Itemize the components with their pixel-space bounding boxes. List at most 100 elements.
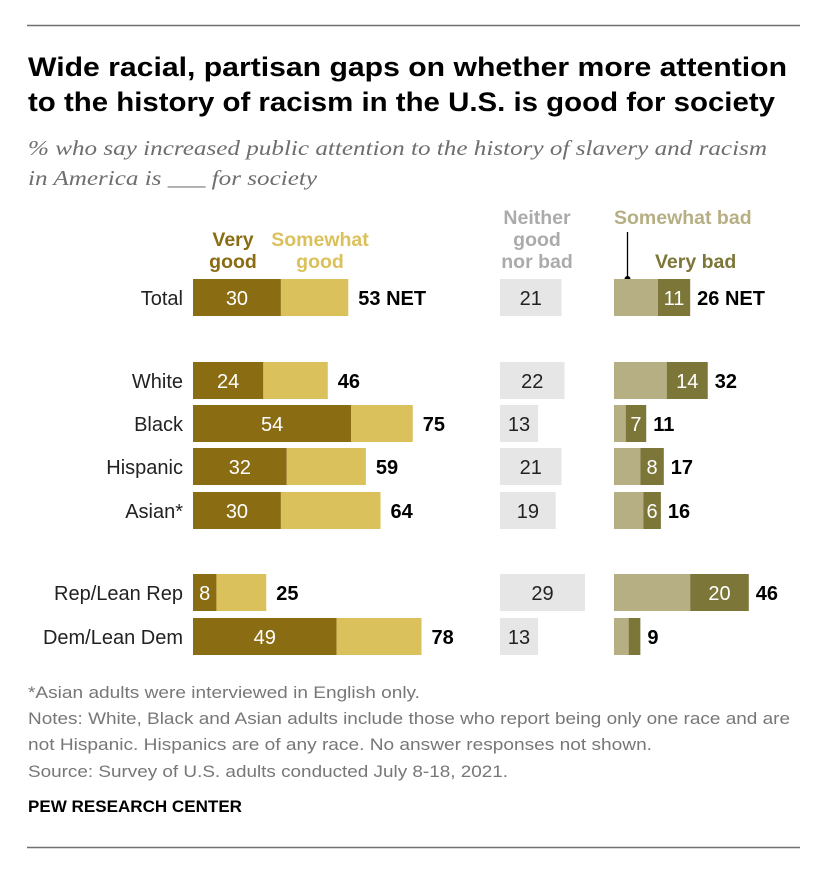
value-label-very-bad: 11: [664, 288, 685, 310]
net-good-label: 59: [376, 457, 398, 479]
chart-title-line-1: Wide racial, partisan gaps on whether mo…: [28, 52, 787, 82]
bar-somewhat-bad: [614, 574, 691, 611]
net-bad-label: 16: [668, 501, 690, 523]
chart-title-line-2: to the history of racism in the U.S. is …: [28, 87, 775, 117]
footnote-notes-line-2: not Hispanic. Hispanics are of any race.…: [28, 735, 652, 754]
bar-very-bad: [690, 574, 749, 611]
bar-neither-good-nor-bad: [500, 618, 539, 655]
value-label-neither-good-nor-bad: 13: [508, 414, 530, 436]
value-label-neither-good-nor-bad: 22: [521, 371, 543, 393]
legend-label-somewhat-good-line-2: good: [296, 251, 344, 273]
chart-subtitle-line-1: % who say increased public attention to …: [28, 136, 767, 160]
row-asian: Asian* 30 19 6 64 16: [125, 492, 690, 529]
category-label: Hispanic: [106, 457, 183, 479]
bar-somewhat-bad: [614, 492, 644, 529]
bar-very-bad: [625, 405, 647, 442]
chart-subtitle-line-2: in America is ___ for society: [28, 166, 318, 190]
category-label: Rep/Lean Rep: [54, 583, 183, 605]
value-label-very-bad: 7: [630, 414, 641, 436]
value-label-very-good: 32: [229, 457, 251, 479]
legend-label-very-bad-line-1: Very bad: [655, 251, 736, 273]
category-label: Black: [134, 414, 184, 436]
bar-neither-good-nor-bad: [500, 362, 565, 399]
net-bad-label: 46: [756, 583, 778, 605]
bar-neither-good-nor-bad: [500, 492, 556, 529]
bar-neither-good-nor-bad: [500, 279, 562, 316]
row-rep-lean-rep: Rep/Lean Rep 8 29 20 25 46: [54, 574, 778, 611]
net-bad-label: 17: [671, 457, 693, 479]
footnote-source: Source: Survey of U.S. adults conducted …: [28, 762, 508, 781]
value-label-neither-good-nor-bad: 21: [520, 457, 542, 479]
legend-label-neither-good-nor-bad-line-3: nor bad: [501, 251, 573, 273]
value-label-very-good: 30: [226, 288, 248, 310]
bar-very-bad: [657, 279, 691, 316]
legend-label-very-good-line-1: Very: [212, 229, 253, 251]
row-white: White 24 22 14 46 32: [132, 362, 737, 399]
value-label-neither-good-nor-bad: 29: [531, 583, 553, 605]
bar-very-bad: [643, 492, 661, 529]
value-label-very-bad: 8: [647, 457, 658, 479]
bar-somewhat-good: [280, 492, 381, 529]
value-label-very-good: 49: [254, 627, 276, 649]
net-good-label: 46: [338, 371, 360, 393]
bar-very-good: [193, 405, 352, 442]
bar-very-bad: [628, 618, 641, 655]
category-label: Total: [141, 288, 183, 310]
row-black: Black 54 13 7 75 11: [134, 405, 674, 442]
net-bad-label: 26 NET: [697, 288, 765, 310]
brand-logo-text: PEW RESEARCH CENTER: [28, 797, 242, 816]
net-good-label: 53 NET: [358, 288, 426, 310]
category-label: Asian*: [125, 501, 183, 523]
value-label-very-bad: 14: [676, 371, 698, 393]
value-label-very-bad: 20: [708, 583, 730, 605]
footnote-notes-line-1: Notes: White, Black and Asian adults inc…: [28, 709, 790, 728]
legend-label-somewhat-bad-line-1: Somewhat bad: [614, 207, 752, 229]
net-bad-label: 32: [715, 371, 737, 393]
value-label-neither-good-nor-bad: 19: [517, 501, 539, 523]
bar-very-good: [193, 279, 281, 316]
legend-label-somewhat-good-line-1: Somewhat: [271, 229, 369, 251]
value-label-neither-good-nor-bad: 21: [520, 288, 542, 310]
value-label-very-bad: 6: [647, 501, 658, 523]
footnote-asian: *Asian adults were interviewed in Englis…: [28, 683, 420, 702]
bar-neither-good-nor-bad: [500, 574, 585, 611]
bar-neither-good-nor-bad: [500, 405, 539, 442]
bar-somewhat-bad: [614, 362, 667, 399]
bar-somewhat-good: [286, 448, 366, 485]
category-label: White: [132, 371, 183, 393]
legend-label-neither-good-nor-bad-line-1: Neither: [503, 207, 571, 229]
bar-somewhat-good: [336, 618, 422, 655]
row-dem-lean-dem: Dem/Lean Dem 49 13 78 9: [43, 618, 658, 655]
row-total: Total 30 21 11 53 NET 26 NET: [141, 279, 765, 316]
legend-label-neither-good-nor-bad-line-2: good: [513, 229, 561, 251]
net-bad-label: 11: [653, 414, 674, 436]
bar-somewhat-bad: [614, 448, 641, 485]
bar-somewhat-good: [280, 279, 349, 316]
row-hispanic: Hispanic 32 21 8 59 17: [106, 448, 693, 485]
value-label-neither-good-nor-bad: 13: [508, 627, 530, 649]
bar-very-good: [193, 618, 337, 655]
bar-somewhat-good: [263, 362, 328, 399]
bar-somewhat-bad: [614, 405, 626, 442]
bars: Total 30 21 11 53 NET 26 NET White 24 22 14 46 32 Bl…: [43, 279, 778, 655]
value-label-very-good: 54: [261, 414, 283, 436]
net-good-label: 25: [276, 583, 298, 605]
bar-very-good: [193, 574, 217, 611]
bar-very-good: [193, 492, 281, 529]
net-good-label: 78: [432, 627, 454, 649]
legend-label-very-good-line-2: good: [209, 251, 257, 273]
net-bad-label: 9: [647, 627, 658, 649]
bar-very-bad: [666, 362, 708, 399]
bar-very-good: [193, 362, 264, 399]
bar-very-bad: [640, 448, 664, 485]
bar-neither-good-nor-bad: [500, 448, 562, 485]
bar-somewhat-good: [216, 574, 267, 611]
bar-somewhat-good: [351, 405, 413, 442]
bar-somewhat-bad: [614, 279, 658, 316]
value-label-very-good: 8: [199, 583, 210, 605]
value-label-very-good: 24: [217, 371, 239, 393]
category-label: Dem/Lean Dem: [43, 627, 183, 649]
bar-very-good: [193, 448, 287, 485]
